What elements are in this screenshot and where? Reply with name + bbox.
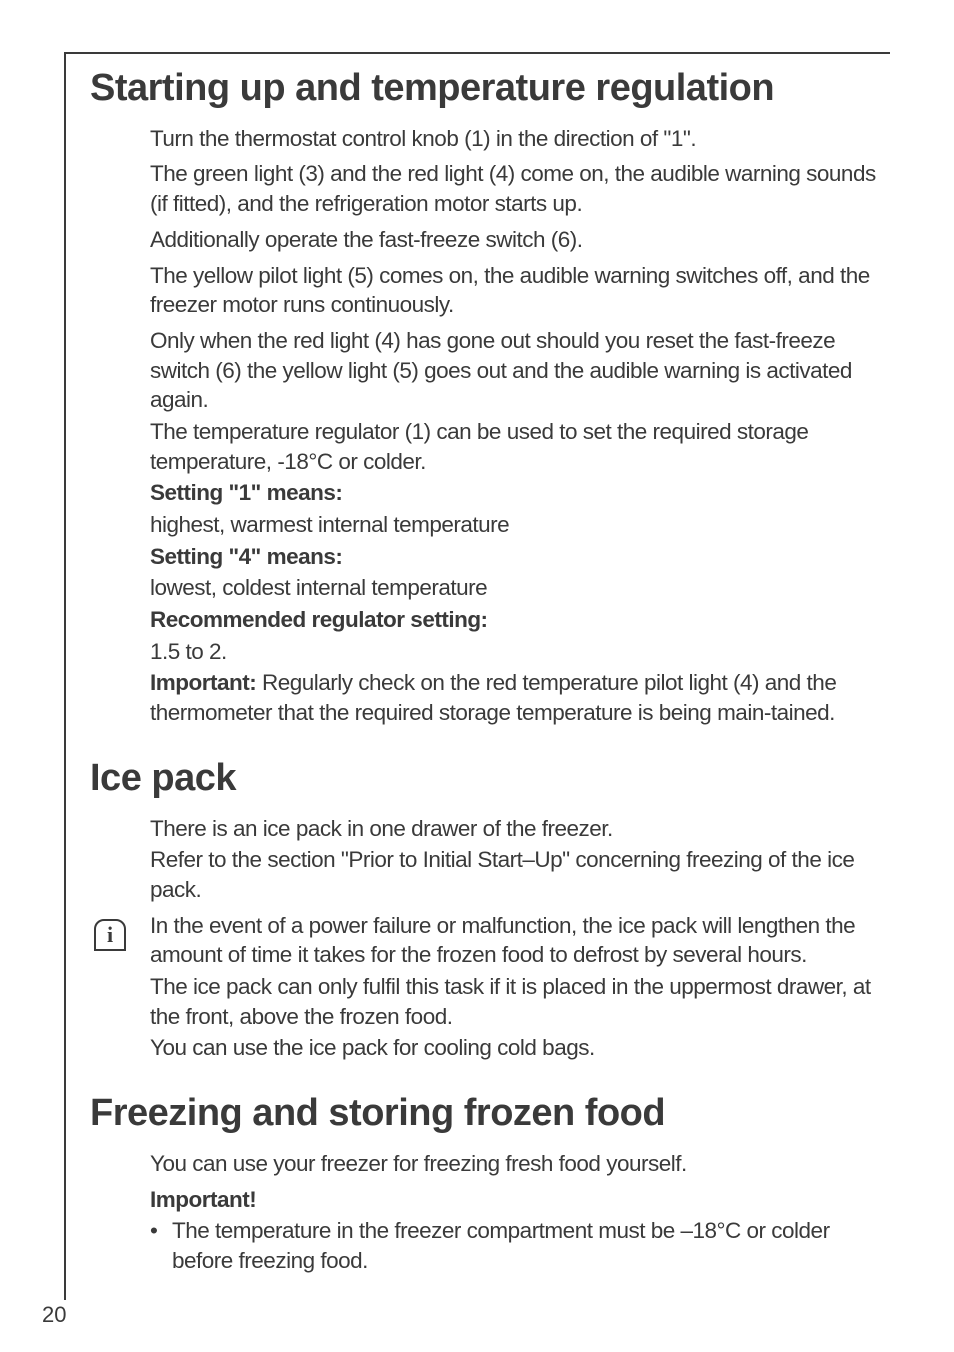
section2-p2: Refer to the section "Prior to Initial S… — [150, 845, 880, 904]
info-glyph: i — [107, 922, 113, 948]
section3-bullet1: The temperature in the freezer compartme… — [172, 1216, 880, 1275]
section2-p1: There is an ice pack in one drawer of th… — [150, 814, 880, 844]
important-label: Important: — [150, 670, 256, 695]
section1-setting4-text: lowest, coldest internal temperature — [150, 573, 880, 603]
section1-body: Turn the thermostat control knob (1) in … — [150, 124, 880, 728]
section1-important: Important: Regularly check on the red te… — [150, 668, 880, 727]
section3-important-label: Important! — [150, 1185, 880, 1215]
left-rule — [64, 52, 66, 1300]
section1-p4: The yellow pilot light (5) comes on, the… — [150, 261, 880, 320]
info-icon: i — [94, 919, 126, 951]
section1-p3: Additionally operate the fast-freeze swi… — [150, 225, 880, 255]
section1-setting1-label: Setting "1" means: — [150, 478, 880, 508]
section1-p5: Only when the red light (4) has gone out… — [150, 326, 880, 415]
section3-p1: You can use your freezer for freezing fr… — [150, 1149, 880, 1179]
section1-p2: The green light (3) and the red light (4… — [150, 159, 880, 218]
section1-p6: The temperature regulator (1) can be use… — [150, 417, 880, 476]
section2-heading: Ice pack — [90, 758, 884, 800]
page-content: Starting up and temperature regulation T… — [90, 68, 884, 1276]
section2-p3: In the event of a power failure or malfu… — [150, 911, 880, 970]
section3-bullet-row: • The temperature in the freezer compart… — [150, 1216, 880, 1275]
section3-body: You can use your freezer for freezing fr… — [150, 1149, 880, 1276]
section2-p5: You can use the ice pack for cooling col… — [150, 1033, 880, 1063]
section1-rec-label: Recommended regulator setting: — [150, 605, 880, 635]
section1-setting1-text: highest, warmest internal temperature — [150, 510, 880, 540]
top-rule — [64, 52, 890, 54]
section1-setting4-label: Setting "4" means: — [150, 542, 880, 572]
section3-heading: Freezing and storing frozen food — [90, 1093, 884, 1135]
section1-p1: Turn the thermostat control knob (1) in … — [150, 124, 880, 154]
section2-p4: The ice pack can only fulfil this task i… — [150, 972, 880, 1031]
page-number: 20 — [42, 1302, 66, 1328]
section1-heading: Starting up and temperature regulation — [90, 68, 884, 110]
section1-rec-text: 1.5 to 2. — [150, 637, 880, 667]
section2-body: There is an ice pack in one drawer of th… — [150, 814, 880, 1064]
manual-page: Starting up and temperature regulation T… — [0, 0, 954, 1352]
bullet-icon: • — [150, 1216, 172, 1275]
